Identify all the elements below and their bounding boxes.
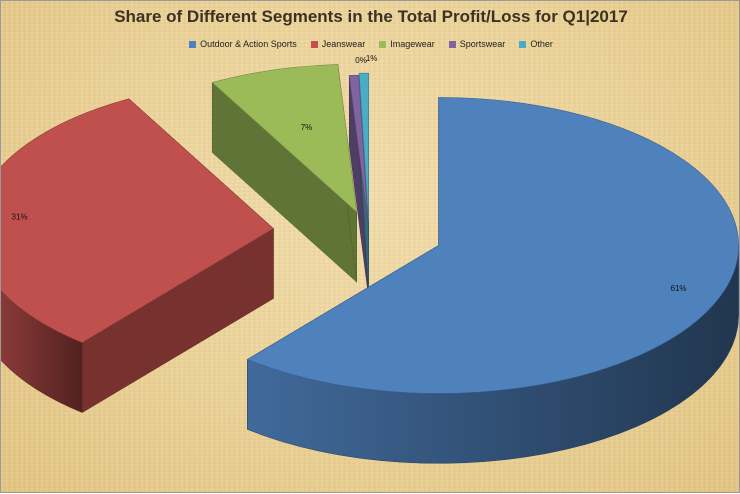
legend-swatch	[448, 40, 456, 48]
pie-slice	[358, 72, 369, 222]
legend-item: Other	[519, 39, 553, 49]
legend-item: Imagewear	[379, 39, 435, 49]
legend-swatch	[379, 40, 387, 48]
legend-label: Jeanswear	[321, 39, 366, 49]
legend-item: Jeanswear	[310, 39, 366, 49]
pie-slice	[211, 64, 358, 213]
legend-label: Other	[530, 39, 553, 49]
legend-swatch	[189, 40, 197, 48]
legend-label: Outdoor & Action Sports	[200, 39, 297, 49]
data-label: 1%	[366, 54, 378, 63]
legend-item: Outdoor & Action Sports	[189, 39, 297, 49]
legend-swatch	[519, 40, 527, 48]
legend-label: Imagewear	[390, 39, 435, 49]
legend-item: Sportswear	[448, 39, 506, 49]
pie-slice	[348, 74, 369, 224]
data-label: 61%	[671, 284, 687, 293]
data-label: 31%	[12, 213, 28, 222]
pie-slice	[1, 98, 274, 343]
legend-swatch	[310, 40, 318, 48]
data-label: 7%	[301, 123, 313, 132]
data-label: 0%	[355, 56, 367, 65]
chart-title: Share of Different Segments in the Total…	[114, 7, 628, 26]
legend-label: Sportswear	[459, 39, 506, 49]
chart-legend: Outdoor & Action Sports Jeanswear Imagewea…	[1, 39, 740, 49]
pie-slice	[246, 97, 739, 394]
